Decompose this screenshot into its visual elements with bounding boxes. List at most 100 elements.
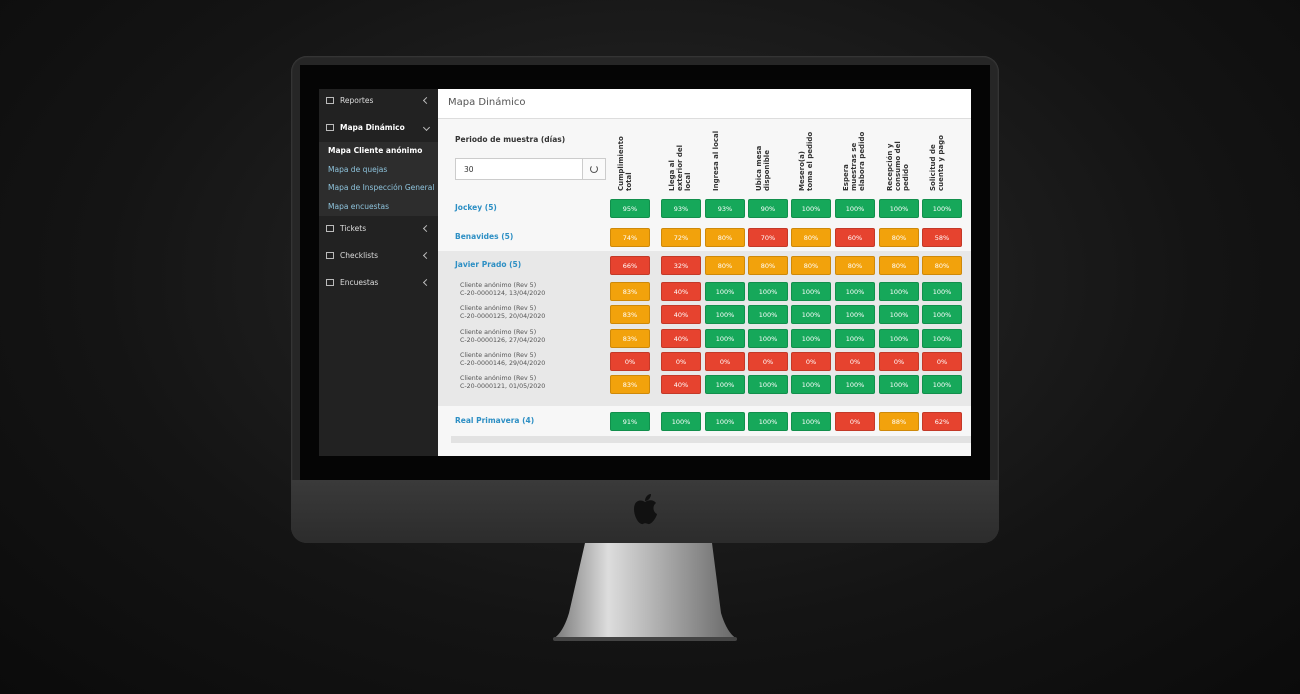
score-cell[interactable]: 100%	[835, 198, 875, 218]
score-cell[interactable]: 40%	[661, 304, 701, 324]
entry-detail: C-20-0000126, 27/04/2020	[460, 337, 546, 344]
score-cell[interactable]: 32%	[661, 255, 701, 275]
chevron	[422, 251, 431, 260]
score-cell[interactable]: 100%	[922, 328, 962, 348]
submenu-item[interactable]: Mapa de Inspección General	[328, 183, 435, 193]
score-cell[interactable]: 74%	[610, 227, 650, 247]
menu-icon	[326, 252, 334, 259]
score-cell[interactable]: 100%	[922, 198, 962, 218]
score-cell[interactable]: 100%	[835, 281, 875, 301]
score-cell[interactable]: 100%	[879, 328, 919, 348]
score-cell[interactable]: 100%	[661, 411, 701, 431]
score-cell[interactable]: 0%	[922, 351, 962, 371]
score-cell[interactable]: 100%	[791, 328, 831, 348]
column-header: Cumplimiento total	[617, 136, 633, 191]
score-cell[interactable]: 93%	[705, 198, 745, 218]
entry-detail: C-20-0000146, 29/04/2020	[460, 360, 546, 367]
score-cell[interactable]: 100%	[879, 304, 919, 324]
score-cell[interactable]: 80%	[879, 255, 919, 275]
score-cell[interactable]: 100%	[791, 374, 831, 394]
menu-label: Checklists	[340, 251, 378, 260]
score-cell[interactable]: 100%	[835, 304, 875, 324]
score-cell[interactable]: 0%	[791, 351, 831, 371]
score-cell[interactable]: 40%	[661, 328, 701, 348]
chevron	[422, 224, 431, 233]
score-cell[interactable]: 83%	[610, 374, 650, 394]
score-cell[interactable]: 66%	[610, 255, 650, 275]
score-cell[interactable]: 83%	[610, 281, 650, 301]
horizontal-scrollbar[interactable]	[451, 436, 971, 443]
score-cell[interactable]: 80%	[879, 227, 919, 247]
score-cell[interactable]: 0%	[610, 351, 650, 371]
score-cell[interactable]: 100%	[922, 304, 962, 324]
score-cell[interactable]: 83%	[610, 304, 650, 324]
score-cell[interactable]: 0%	[705, 351, 745, 371]
score-cell[interactable]: 58%	[922, 227, 962, 247]
score-cell[interactable]: 100%	[922, 281, 962, 301]
score-cell[interactable]: 100%	[705, 374, 745, 394]
score-cell[interactable]: 100%	[879, 281, 919, 301]
menu-icon	[326, 124, 334, 131]
score-cell[interactable]: 80%	[705, 227, 745, 247]
refresh-button[interactable]	[583, 158, 606, 180]
row-name[interactable]: Real Primavera (4)	[455, 416, 535, 425]
score-cell[interactable]: 80%	[791, 227, 831, 247]
score-cell[interactable]: 72%	[661, 227, 701, 247]
row-name[interactable]: Jockey (5)	[455, 203, 497, 212]
score-cell[interactable]: 62%	[922, 411, 962, 431]
score-cell[interactable]: 80%	[835, 255, 875, 275]
score-cell[interactable]: 100%	[748, 411, 788, 431]
score-cell[interactable]: 93%	[661, 198, 701, 218]
monitor-stand	[553, 543, 737, 641]
score-cell[interactable]: 80%	[748, 255, 788, 275]
score-cell[interactable]: 100%	[705, 328, 745, 348]
menu-label: Encuestas	[340, 278, 379, 287]
score-cell[interactable]: 100%	[791, 198, 831, 218]
chevron	[422, 278, 431, 287]
score-cell[interactable]: 100%	[791, 281, 831, 301]
score-cell[interactable]: 100%	[705, 411, 745, 431]
score-cell[interactable]: 70%	[748, 227, 788, 247]
page-title: Mapa Dinámico	[448, 97, 526, 108]
score-cell[interactable]: 80%	[791, 255, 831, 275]
score-cell[interactable]: 40%	[661, 281, 701, 301]
score-cell[interactable]: 100%	[835, 328, 875, 348]
submenu-item[interactable]: Mapa Cliente anónimo	[328, 146, 423, 155]
score-cell[interactable]: 88%	[879, 411, 919, 431]
score-cell[interactable]: 0%	[748, 351, 788, 371]
entry-name: Cliente anónimo (Rev 5)	[460, 305, 537, 312]
submenu-item[interactable]: Mapa de quejas	[328, 164, 388, 174]
score-cell[interactable]: 40%	[661, 374, 701, 394]
row-name[interactable]: Benavides (5)	[455, 232, 514, 241]
score-cell[interactable]: 100%	[705, 304, 745, 324]
score-cell[interactable]: 100%	[791, 304, 831, 324]
score-cell[interactable]: 100%	[922, 374, 962, 394]
score-cell[interactable]: 0%	[835, 411, 875, 431]
score-cell[interactable]: 100%	[879, 374, 919, 394]
row-name[interactable]: Javier Prado (5)	[455, 260, 522, 269]
score-cell[interactable]: 100%	[748, 304, 788, 324]
score-cell[interactable]: 91%	[610, 411, 650, 431]
score-cell[interactable]: 90%	[748, 198, 788, 218]
menu-label: Tickets	[340, 224, 367, 233]
score-cell[interactable]: 60%	[835, 227, 875, 247]
score-cell[interactable]: 80%	[922, 255, 962, 275]
monitor-chin	[291, 480, 999, 543]
column-header: Ingresa al local	[712, 130, 720, 191]
score-cell[interactable]: 83%	[610, 328, 650, 348]
period-input[interactable]: 30	[455, 158, 583, 180]
score-cell[interactable]: 100%	[748, 328, 788, 348]
score-cell[interactable]: 100%	[748, 281, 788, 301]
score-cell[interactable]: 80%	[705, 255, 745, 275]
score-cell[interactable]: 100%	[835, 374, 875, 394]
score-cell[interactable]: 95%	[610, 198, 650, 218]
score-cell[interactable]: 100%	[748, 374, 788, 394]
score-cell[interactable]: 0%	[835, 351, 875, 371]
score-cell[interactable]: 100%	[879, 198, 919, 218]
score-cell[interactable]: 100%	[791, 411, 831, 431]
score-cell[interactable]: 0%	[879, 351, 919, 371]
filter-label: Periodo de muestra (días)	[455, 135, 566, 144]
submenu-item[interactable]: Mapa encuestas	[328, 202, 390, 212]
score-cell[interactable]: 0%	[661, 351, 701, 371]
score-cell[interactable]: 100%	[705, 281, 745, 301]
